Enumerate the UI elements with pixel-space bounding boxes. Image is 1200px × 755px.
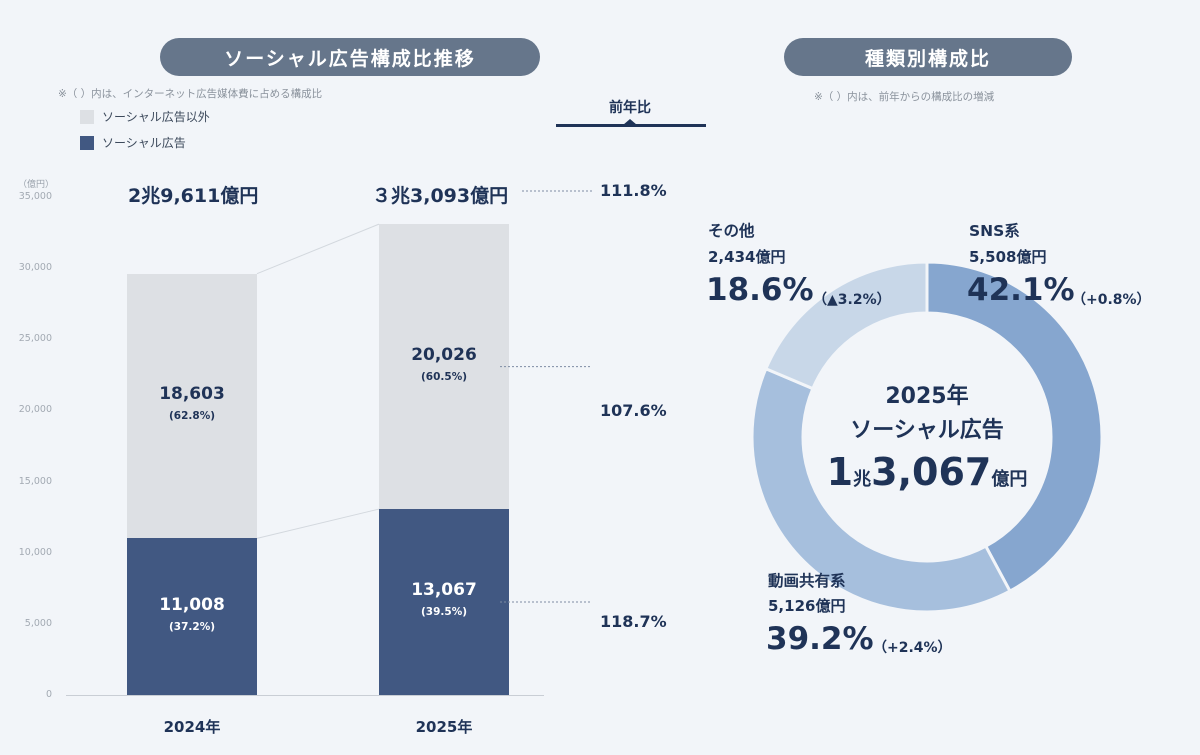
slice-label-other-change: （▲3.2%） [813,292,891,308]
total-label-2024: 2兆9,611億円 [128,185,259,207]
x-tick-2024: 2024年 [163,718,221,736]
y-axis-unit: （億円） [18,180,55,190]
donut-center-amount-part2: 3,067 [871,450,992,494]
y-tick-label: 0 [45,689,52,700]
legend-swatch-other [80,109,94,124]
x-tick-2025: 2025年 [415,718,473,736]
donut-center-amount-part1: 1 [826,450,854,494]
donut-center-label: ソーシャル広告 [850,418,1004,443]
bar-value-label: 13,067 [411,580,477,601]
left-panel-title: ソーシャル広告構成比推移 [160,38,540,76]
y-tick-label: 25,000 [18,333,52,345]
donut-slice-video [750,366,1012,614]
legend-label-other: ソーシャル広告以外 [102,110,210,124]
bar-segment-social-2025 [379,509,509,695]
x-axis-baseline [66,695,544,696]
right-panel-title: 種類別構成比 [784,38,1072,76]
left-panel-note: ※（ ）内は、インターネット広告媒体費に占める構成比 [58,88,323,100]
donut-center-amount: 1兆3,067億円 [807,450,1047,494]
slice-label-other-name: その他 [708,222,755,240]
legend-swatch-social [80,135,94,150]
slice-label-sns-amount: 5,508億円 [969,248,1047,266]
bar-segment-other-2024 [127,273,257,539]
slice-label-other-pct: 18.6% [706,272,814,308]
bar-share-label: (39.5%) [420,606,468,619]
yoy-total: 111.8% [600,181,667,200]
yoy-social: 118.7% [600,612,667,631]
bar-value-label: 18,603 [159,384,225,405]
y-tick-label: 10,000 [18,546,52,558]
total-label-2025: ３兆3,093億円 [372,185,509,207]
slice-label-sns-name: SNS系 [969,222,1020,240]
bar-value-label: 11,008 [159,594,225,615]
donut-center-unit-part2: 億円 [991,469,1028,490]
bar-segment-social-2024 [127,538,257,695]
slice-label-sns-pct: 42.1% [967,272,1075,308]
bar-value-label: 20,026 [411,344,477,365]
yoy-header-underline [556,124,706,127]
donut-center-unit-part1: 兆 [853,469,872,490]
bar-segment-other-2025 [379,224,509,510]
legend-label-social: ソーシャル広告 [102,136,186,150]
donut-slice-sns [925,260,1104,594]
y-tick-label: 20,000 [18,404,52,416]
yoy-other: 107.6% [600,401,667,420]
bar-share-label: (37.2%) [168,620,216,633]
y-tick-label: 15,000 [18,475,52,487]
right-panel-note: ※（ ）内は、前年からの構成比の増減 [814,91,995,103]
donut-slice-other [763,260,929,391]
donut-center-year: 2025年 [885,384,969,409]
y-tick-label: 35,000 [18,191,52,202]
slice-label-video-pct: 39.2% [766,621,874,657]
bar-share-label: (60.5%) [420,370,468,383]
bar-share-label: (62.8%) [168,410,216,423]
slice-label-other-amount: 2,434億円 [708,248,786,266]
yoy-header: 前年比 [609,100,651,116]
slice-label-video-change: （+2.4%） [873,640,952,656]
slice-label-video-amount: 5,126億円 [768,597,846,615]
legend-item-other: ソーシャル広告以外 [80,108,210,125]
y-tick-label: 5,000 [24,617,52,629]
yoy-header-notch [623,119,637,125]
slice-label-sns-change: （+0.8%） [1072,292,1151,308]
y-tick-label: 30,000 [18,262,52,274]
slice-label-video-name: 動画共有系 [768,572,846,590]
legend-item-social: ソーシャル広告 [80,134,186,151]
